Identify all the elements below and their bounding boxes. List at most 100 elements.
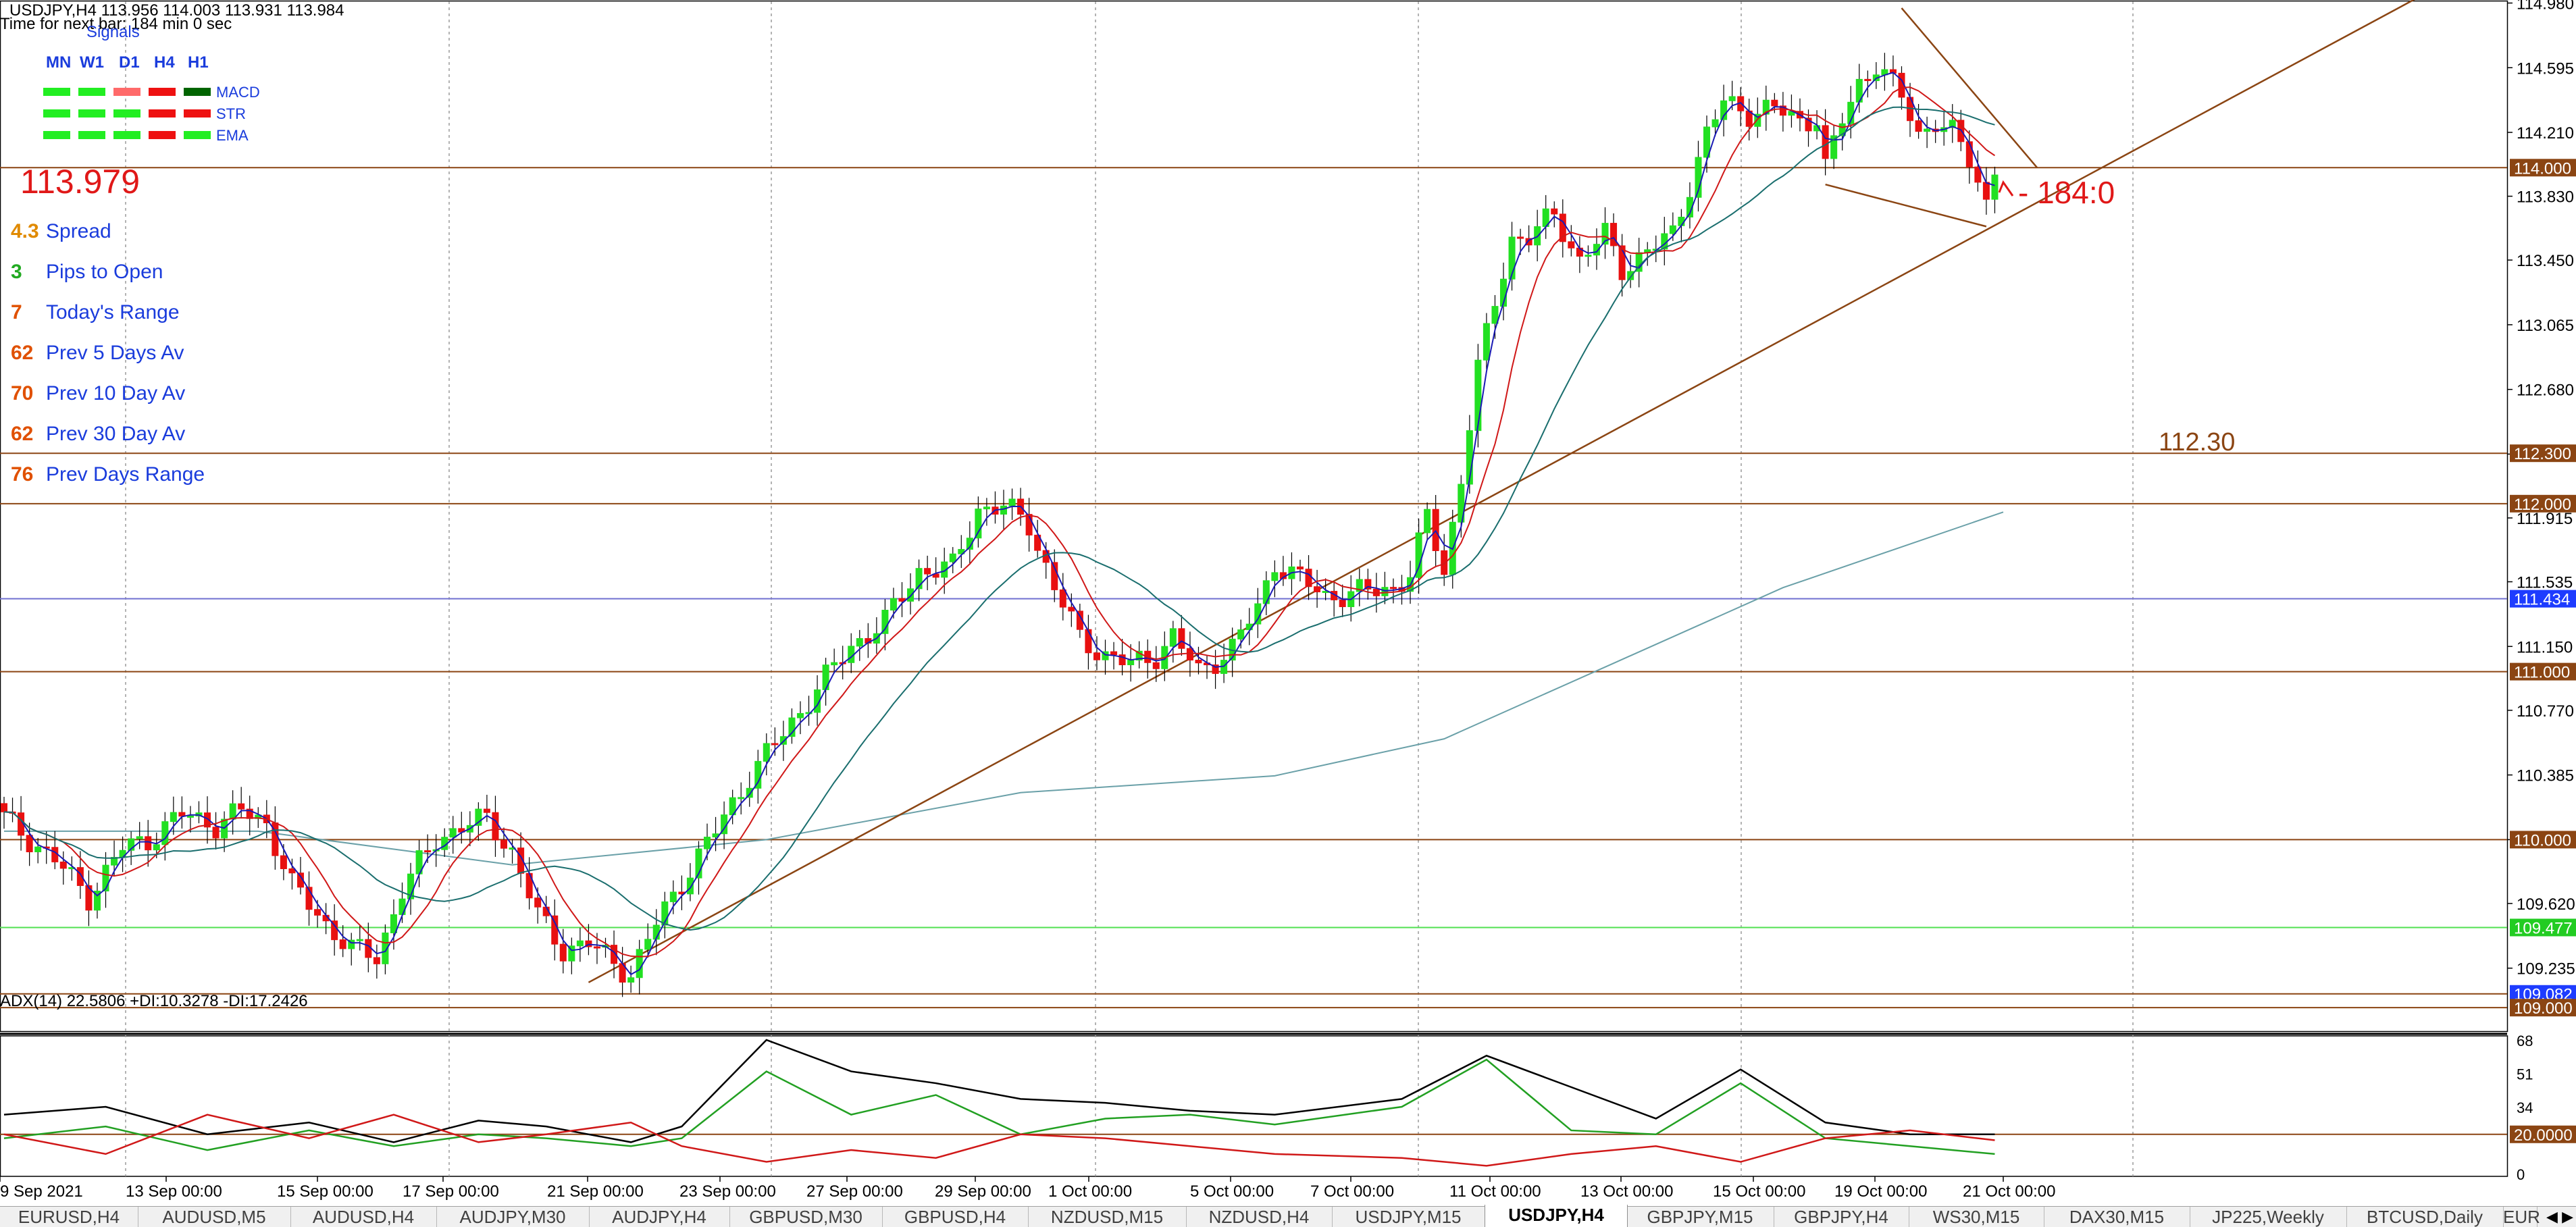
candle-bull xyxy=(796,712,804,719)
candle-bull xyxy=(1593,244,1600,256)
candle-bull xyxy=(1703,126,1711,158)
candle-bull xyxy=(1991,174,1999,200)
time-tick-label: 13 Oct 00:00 xyxy=(1580,1182,1673,1201)
chart-tab[interactable]: USDJPY,H4 xyxy=(1485,1205,1628,1227)
candle-bull xyxy=(686,877,694,895)
candle-bear xyxy=(76,867,84,886)
candle-bear xyxy=(1618,245,1626,280)
signal-timeframe: MN xyxy=(46,53,71,72)
time-tick-label: 27 Sep 00:00 xyxy=(806,1182,903,1201)
time-tick-label: 11 Oct 00:00 xyxy=(1449,1182,1541,1201)
chart-tab[interactable]: JP225,Weekly xyxy=(2190,1207,2347,1227)
adx-level-badge xyxy=(2510,1125,2576,1143)
chart-tab[interactable]: USDJPY,M15 xyxy=(1332,1207,1485,1227)
candle-bear xyxy=(305,887,313,910)
price-tick-label: 114.210 xyxy=(2517,124,2574,142)
candle-bear xyxy=(339,939,346,949)
candle-bull xyxy=(975,508,982,539)
candle-bull xyxy=(93,891,101,911)
chart-tab[interactable]: EUR xyxy=(2503,1207,2540,1227)
level-badge xyxy=(2510,444,2576,463)
info-label: Prev 10 Day Av xyxy=(46,382,186,404)
candle-bull xyxy=(568,945,575,962)
candle-bull xyxy=(1237,629,1245,639)
chart-tab[interactable]: AUDUSD,H4 xyxy=(290,1207,437,1227)
candle-bull xyxy=(636,949,643,978)
time-tick-label: 21 Sep 00:00 xyxy=(547,1182,644,1201)
chart-tab[interactable]: EURUSD,H4 xyxy=(0,1207,138,1227)
info-value: 7 xyxy=(11,301,22,323)
chart-tab[interactable]: GBPJPY,H4 xyxy=(1774,1207,1909,1227)
candle-bull xyxy=(1008,498,1016,506)
candle-bull xyxy=(1271,572,1279,581)
chart-tab[interactable]: GBPJPY,M15 xyxy=(1626,1207,1774,1227)
time-tick-label: 21 Oct 00:00 xyxy=(1963,1182,2055,1201)
candle-bull xyxy=(153,844,160,851)
level-badge-label: 111.434 xyxy=(2514,591,2570,609)
level-badge-label: 109.477 xyxy=(2514,919,2573,937)
candle-bear xyxy=(1610,223,1618,246)
candle-bear xyxy=(534,897,542,908)
candle-bear xyxy=(1051,562,1058,590)
chart-tab[interactable]: NZDUSD,M15 xyxy=(1028,1207,1187,1227)
time-tick-label: 13 Sep 00:00 xyxy=(126,1182,222,1201)
moving-averages xyxy=(3,72,1996,976)
candle-bull xyxy=(907,588,915,602)
candle-bull xyxy=(746,787,753,798)
candle-bear xyxy=(1974,166,1982,183)
signal-cell xyxy=(78,131,105,139)
chart-tab[interactable]: DAX30,M15 xyxy=(2044,1207,2190,1227)
candle-bull xyxy=(1127,660,1135,666)
candle-bear xyxy=(1822,125,1829,159)
candle-bear xyxy=(585,940,592,947)
candle-bear xyxy=(85,885,93,911)
chart-tab[interactable]: AUDUSD,M5 xyxy=(138,1207,291,1227)
chart-tab[interactable]: BTCUSD,Daily xyxy=(2346,1207,2504,1227)
chart-tab[interactable]: NZDUSD,H4 xyxy=(1186,1207,1333,1227)
candle-bull xyxy=(1508,236,1516,280)
candle-bear xyxy=(59,861,67,869)
candle-bear xyxy=(611,945,618,964)
candle-bear xyxy=(373,957,380,964)
chart-tab[interactable]: AUDJPY,M30 xyxy=(436,1207,590,1227)
candle-bear xyxy=(1525,238,1532,246)
signal-cell xyxy=(78,109,105,118)
candle-bull xyxy=(983,506,990,510)
signal-cell xyxy=(43,109,70,118)
candle-bear xyxy=(288,868,296,874)
info-label: Pips to Open xyxy=(46,261,163,283)
level-badge xyxy=(2510,159,2576,177)
info-value: 4.3 xyxy=(11,220,39,242)
candle-bear xyxy=(551,915,559,945)
candle-bull xyxy=(949,553,956,563)
candle-bear xyxy=(1212,664,1219,674)
candle-bull xyxy=(1686,197,1693,217)
candle-bull xyxy=(915,568,923,590)
candle-bull xyxy=(644,939,652,950)
candle-bull xyxy=(966,538,973,550)
time-tick-label: 1 Oct 00:00 xyxy=(1048,1182,1132,1201)
chart-tab[interactable]: WS30,M15 xyxy=(1909,1207,2044,1227)
candle-bull xyxy=(102,864,109,892)
candle-bull xyxy=(661,901,669,926)
price-tick-label: 113.065 xyxy=(2517,317,2574,335)
candle-bear xyxy=(932,573,939,578)
chart-tab[interactable]: AUDJPY,H4 xyxy=(589,1207,730,1227)
candle-bear xyxy=(1093,652,1100,660)
chart-tab[interactable]: GBPUSD,M30 xyxy=(729,1207,883,1227)
signal-timeframe: H4 xyxy=(154,53,175,72)
level-label-112-30: 112.30 xyxy=(2159,428,2236,456)
chart-grid xyxy=(0,0,2508,1177)
ma-line xyxy=(3,86,1996,958)
signal-row-label: EMA xyxy=(216,127,249,144)
adx-level-badge-label: 20.0000 xyxy=(2514,1126,2573,1145)
tab-scroll-arrows[interactable]: ◀ ▶ xyxy=(2546,1208,2573,1225)
adx-tick-label: 68 xyxy=(2517,1033,2533,1049)
candle-bear xyxy=(1085,629,1092,654)
candle-bear xyxy=(1559,213,1566,242)
signal-cell xyxy=(149,131,176,139)
signal-row-label: MACD xyxy=(216,84,260,101)
chart-tab[interactable]: GBPUSD,H4 xyxy=(882,1207,1029,1227)
